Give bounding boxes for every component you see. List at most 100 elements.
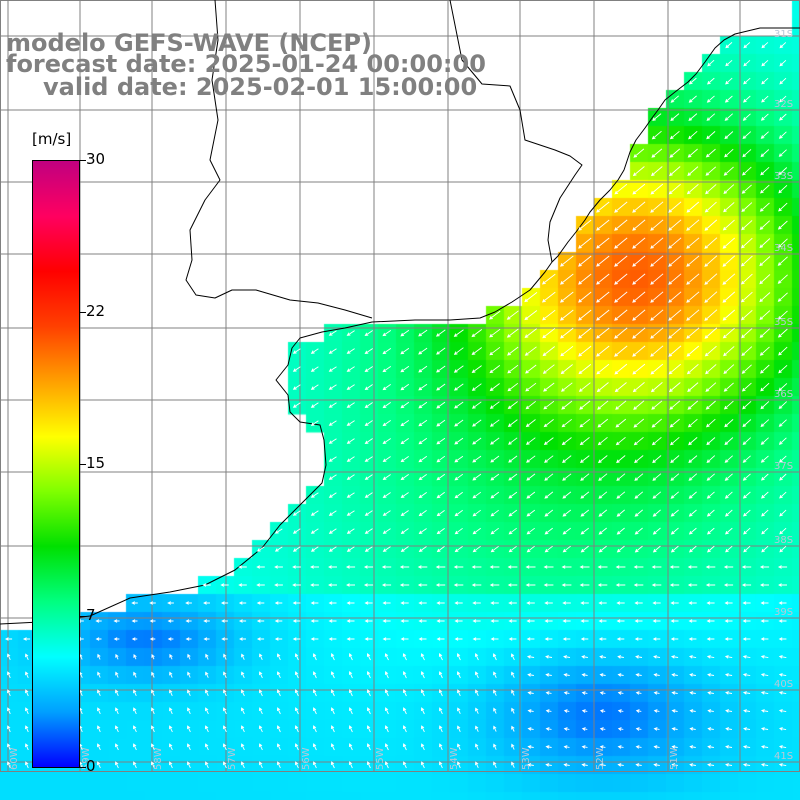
tick-mark <box>80 767 86 768</box>
wind-arrow <box>615 583 626 587</box>
wind-arrow <box>578 364 592 375</box>
wind-arrow <box>474 653 479 661</box>
wind-arrow <box>542 346 555 357</box>
wind-arrow <box>759 220 771 230</box>
wind-arrow <box>686 201 700 213</box>
wind-arrow <box>222 725 227 733</box>
wind-arrow <box>240 725 245 733</box>
wind-arrow <box>346 366 355 372</box>
wind-arrow <box>615 565 626 569</box>
wind-arrow <box>560 345 574 357</box>
wind-arrow <box>420 707 425 715</box>
wind-arrow <box>400 347 410 355</box>
wind-arrow <box>706 95 715 103</box>
latitude-label: 37S <box>774 461 794 472</box>
wind-arrow <box>668 363 681 375</box>
wind-arrow <box>725 763 733 767</box>
wind-arrow <box>777 274 788 284</box>
wind-arrow <box>545 691 552 695</box>
wind-arrow <box>256 565 265 569</box>
wind-arrow <box>402 725 407 733</box>
wind-arrow <box>652 619 661 623</box>
wind-arrow <box>596 363 610 375</box>
wind-arrow <box>616 601 625 605</box>
wind-arrow <box>705 184 717 195</box>
wind-arrow <box>493 689 497 696</box>
wind-arrow <box>274 528 283 534</box>
wind-arrow <box>599 709 606 713</box>
wind-arrow <box>131 601 138 605</box>
wind-arrow <box>759 184 770 194</box>
wind-arrow <box>542 309 556 321</box>
wind-arrow <box>187 707 191 715</box>
wind-arrow <box>704 309 718 321</box>
wind-arrow <box>524 346 537 356</box>
wind-arrow <box>472 455 482 463</box>
wind-arrow <box>759 310 771 321</box>
wind-arrow <box>614 327 628 339</box>
wind-arrow <box>507 346 519 356</box>
wind-arrow <box>632 219 646 231</box>
wind-arrow <box>276 707 281 715</box>
wind-arrow <box>761 77 769 85</box>
wind-arrow <box>203 601 210 605</box>
wind-arrow <box>580 473 590 481</box>
wind-arrow <box>526 527 535 535</box>
wind-arrow <box>276 761 281 769</box>
wind-arrow <box>670 491 679 499</box>
wind-arrow <box>489 346 501 356</box>
longitude-label: 52W <box>595 747 606 770</box>
wind-arrow <box>475 761 479 768</box>
wind-arrow <box>705 148 716 158</box>
wind-arrow <box>581 709 588 713</box>
wind-arrow <box>220 601 229 605</box>
wind-arrow <box>617 691 624 695</box>
wind-arrow <box>652 637 661 641</box>
wind-arrow <box>346 601 355 605</box>
wind-arrow <box>760 382 770 392</box>
wind-arrow <box>686 273 700 285</box>
wind-arrow <box>651 130 662 140</box>
wind-arrow <box>686 291 700 303</box>
wind-arrow <box>384 707 389 715</box>
wind-arrow <box>635 745 642 749</box>
wind-arrow <box>364 510 373 516</box>
wind-arrow <box>562 545 571 553</box>
wind-arrow <box>632 327 646 339</box>
wind-arrow <box>779 491 787 499</box>
wind-arrow <box>580 637 589 641</box>
wind-arrow <box>472 509 481 517</box>
wind-arrow <box>562 473 572 481</box>
wind-arrow <box>653 673 660 677</box>
wind-arrow <box>203 619 210 623</box>
tick-label: 15 <box>86 454 106 472</box>
wind-arrow <box>292 565 301 569</box>
wind-arrow <box>454 473 464 481</box>
wind-arrow <box>706 455 716 464</box>
wind-arrow <box>597 400 609 410</box>
wind-arrow <box>596 291 610 303</box>
wind-arrow <box>614 309 628 321</box>
wind-arrow <box>652 527 661 535</box>
wind-arrow <box>704 237 718 249</box>
wind-arrow <box>400 474 409 481</box>
wind-arrow <box>435 329 446 337</box>
wind-arrow <box>292 402 301 408</box>
wind-arrow <box>348 653 353 661</box>
wind-arrow <box>418 329 428 337</box>
wind-arrow <box>688 113 698 122</box>
wind-arrow <box>97 725 101 733</box>
wind-arrow <box>760 583 769 587</box>
wind-arrow <box>742 491 751 499</box>
wind-arrow <box>525 400 536 410</box>
latitude-label: 33S <box>774 171 794 182</box>
wind-arrow <box>723 400 734 410</box>
wind-arrow <box>632 309 646 321</box>
wind-arrow <box>687 382 699 393</box>
wind-arrow <box>115 707 119 715</box>
wind-arrow <box>670 637 679 641</box>
wind-arrow <box>418 437 428 445</box>
wind-arrow <box>258 707 263 715</box>
wind-arrow <box>740 309 753 321</box>
wind-arrow <box>508 545 517 553</box>
